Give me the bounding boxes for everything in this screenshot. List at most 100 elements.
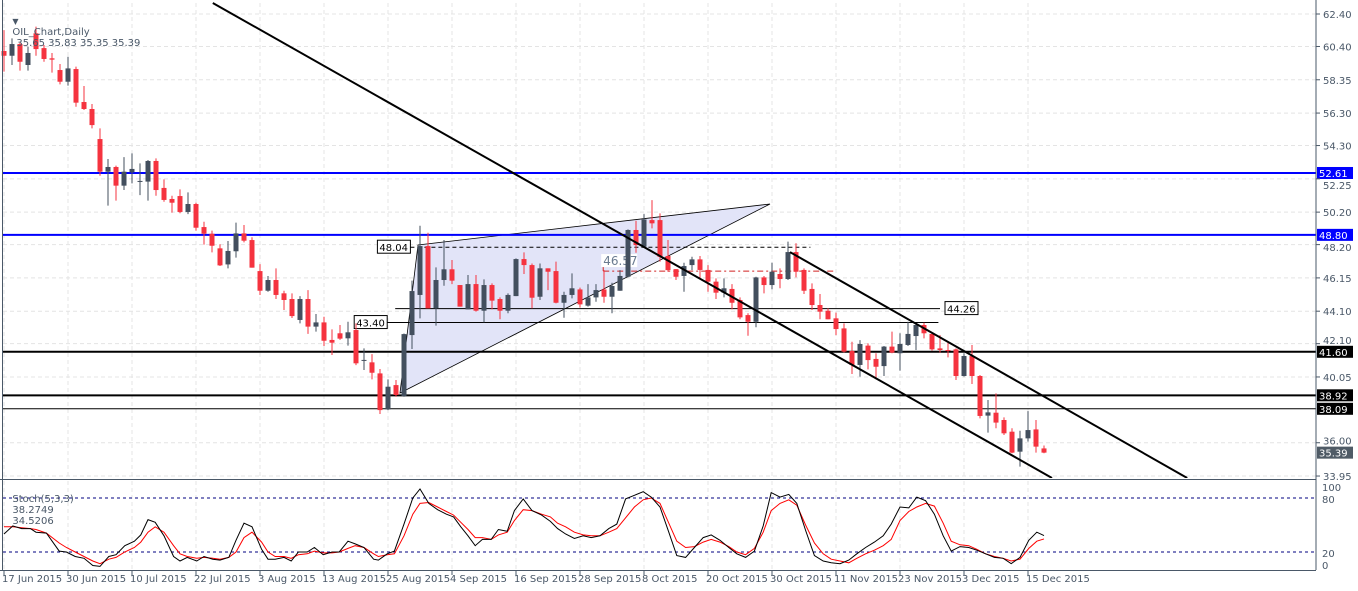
candle: [809, 283, 815, 311]
candle: [249, 237, 255, 268]
candle-body: [905, 333, 911, 345]
candle-body: [105, 166, 111, 172]
candle-body: [393, 385, 399, 395]
candle: [409, 280, 415, 350]
y-tick-label: 44.10: [1323, 307, 1352, 318]
candle: [65, 56, 71, 86]
candle: [1001, 417, 1007, 435]
chart-header: ▼ OIL_Chart,Daily 35.65 35.83 35.35 35.3…: [6, 5, 140, 49]
candle: [505, 293, 511, 314]
candle: [777, 268, 783, 289]
candle-body: [177, 196, 183, 212]
candle-body: [721, 288, 727, 293]
x-tick-label: 11 Nov 2015: [834, 574, 898, 585]
candle-body: [489, 285, 495, 301]
price-label-38.92: 38.92: [1319, 391, 1348, 402]
candle: [1041, 445, 1047, 454]
candle-body: [281, 293, 287, 300]
x-tick-label: 8 Oct 2015: [642, 574, 697, 585]
y-tick-label: 54.30: [1323, 142, 1352, 153]
symbol-label: OIL_Chart,Daily: [12, 27, 90, 38]
candle-body: [433, 280, 439, 309]
level-label-box: [944, 301, 979, 316]
candle: [89, 103, 95, 129]
candle: [393, 380, 399, 397]
candle: [185, 192, 191, 215]
y-tick-label: 42.10: [1323, 336, 1352, 347]
level-label-box: [376, 239, 411, 254]
candle: [153, 158, 159, 196]
candle: [1025, 411, 1031, 442]
candle-body: [49, 58, 55, 60]
candle: [641, 214, 647, 247]
candle-body: [809, 288, 815, 306]
candle-body: [529, 265, 535, 298]
candle-body: [753, 277, 759, 322]
candle-body: [241, 233, 247, 241]
price-label-bg: [1317, 389, 1353, 402]
candle-body: [825, 310, 831, 320]
collapse-triangle-icon[interactable]: ▼: [12, 17, 19, 26]
x-tick-label: 30 Oct 2015: [770, 574, 832, 585]
candle-body: [25, 52, 31, 65]
price-label-48.80: 48.80: [1319, 231, 1348, 242]
stoch-d-value: 34.5206: [12, 516, 54, 527]
price-label-bg: [1317, 345, 1353, 358]
candle-body: [441, 269, 447, 281]
candle: [457, 285, 463, 307]
candle-body: [337, 333, 343, 339]
current-price-label: 35.39: [1319, 449, 1348, 460]
candle-body: [65, 68, 71, 82]
candle: [889, 331, 895, 354]
candle-body: [305, 299, 311, 327]
candle: [41, 45, 47, 62]
candle: [537, 263, 543, 300]
candle: [273, 268, 279, 300]
candle-body: [553, 271, 559, 303]
candle: [697, 255, 703, 279]
candle: [9, 38, 15, 65]
candle-body: [913, 324, 919, 337]
stoch-k-line: [3, 488, 1045, 567]
candle: [33, 26, 39, 56]
candle-body: [129, 168, 135, 173]
candle-body: [633, 229, 639, 246]
candle: [121, 157, 127, 191]
trendline: [212, 2, 1053, 479]
stochastic-panel: [3, 488, 1316, 567]
candle: [177, 189, 183, 214]
candle-body: [649, 220, 655, 224]
candle-body: [593, 290, 599, 298]
candle: [137, 163, 143, 196]
candle-body: [961, 356, 967, 376]
candle: [577, 287, 583, 308]
candle: [281, 290, 287, 311]
candle-body: [513, 259, 519, 297]
candle: [161, 179, 167, 202]
candle-body: [945, 350, 951, 352]
candle: [385, 379, 391, 411]
candle: [929, 332, 935, 351]
candle: [193, 202, 199, 231]
y-tick-label: 56.30: [1323, 109, 1352, 120]
candle-body: [153, 160, 159, 191]
stoch-tick-label: 80: [1322, 495, 1335, 506]
candle: [129, 153, 135, 184]
x-tick-label: 15 Dec 2015: [1026, 574, 1090, 585]
x-tick-label: 25 Aug 2015: [386, 574, 450, 585]
candle-body: [209, 233, 215, 246]
candle-body: [777, 274, 783, 280]
candle: [337, 324, 343, 340]
candle: [201, 221, 207, 245]
candle-body: [577, 289, 583, 305]
stoch-tick-label: 20: [1322, 549, 1335, 560]
candle-body: [161, 187, 167, 200]
candle-body: [225, 250, 231, 265]
candle-body: [361, 359, 367, 361]
candle: [361, 348, 367, 370]
x-tick-label: 3 Aug 2015: [258, 574, 316, 585]
candle-body: [681, 266, 687, 276]
candle: [665, 240, 671, 272]
candle: [305, 290, 311, 334]
